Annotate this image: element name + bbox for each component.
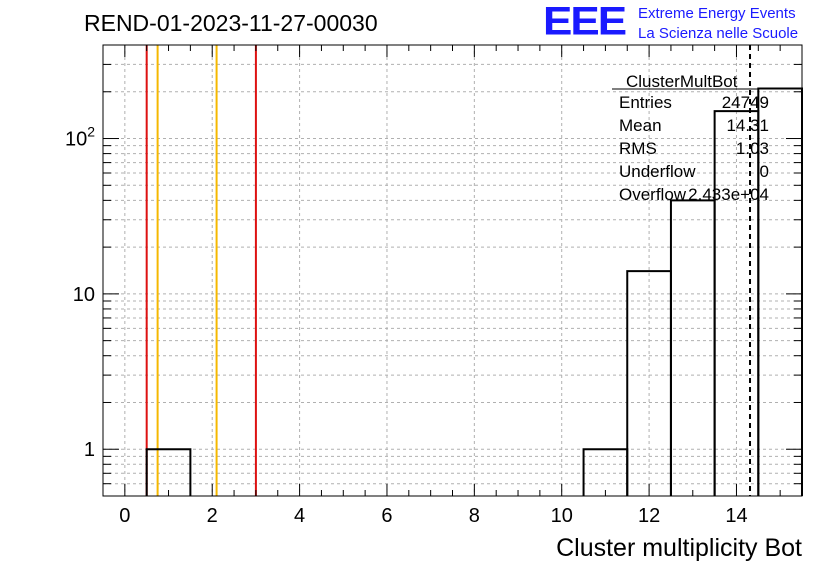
x-tick-label: 8 xyxy=(469,505,480,527)
histogram-bin xyxy=(145,448,192,496)
stats-label: Entries xyxy=(619,93,672,112)
stats-label: Underflow xyxy=(619,162,696,181)
stats-row-rms: RMS 1.03 xyxy=(619,139,769,161)
stats-row-underflow: Underflow 0 xyxy=(619,162,769,184)
axes: 0 2 4 6 8 10 12 14 1 10 102 xyxy=(65,44,803,527)
stats-label: RMS xyxy=(619,139,657,158)
chart-title: REND-01-2023-11-27-00030 xyxy=(84,10,378,36)
stats-label: Mean xyxy=(619,116,662,135)
x-tick-label: 4 xyxy=(294,505,305,527)
x-tick-label: 6 xyxy=(381,505,392,527)
stats-value: 1.03 xyxy=(735,139,769,158)
x-tick-label: 2 xyxy=(207,505,218,527)
x-tick-label: 0 xyxy=(119,505,130,527)
eee-logo: EEE xyxy=(543,0,627,44)
y-tick-label: 1 xyxy=(84,439,95,461)
y-tick-label: 102 xyxy=(65,124,95,151)
histogram-bin xyxy=(669,199,716,496)
stats-value: 14.31 xyxy=(726,116,769,135)
stats-row-overflow: Overflow 2.433e+04 xyxy=(619,185,769,207)
stats-box-title: ClusterMultBot xyxy=(626,72,738,91)
stats-row-mean: Mean 14.31 xyxy=(619,116,769,138)
stats-value: 2.433e+04 xyxy=(688,185,769,204)
x-tick-label: 12 xyxy=(638,505,660,527)
grid-layer xyxy=(103,44,802,497)
y-tick-label: 10 xyxy=(73,284,95,306)
stats-value: 0 xyxy=(759,162,769,181)
x-axis-label: Cluster multiplicity Bot xyxy=(556,534,802,562)
reference-lines xyxy=(145,45,752,496)
logo-caption-line2: La Scienza nelle Scuole xyxy=(638,25,799,42)
stats-value: 24749 xyxy=(721,93,769,112)
stats-row-entries: Entries 24749 xyxy=(619,93,769,115)
x-tick-label: 14 xyxy=(725,505,747,527)
x-tick-label: 10 xyxy=(551,505,573,527)
logo-caption-line1: Extreme Energy Events xyxy=(638,5,796,22)
stats-label: Overflow xyxy=(619,185,687,204)
logo-caption: Extreme Energy Events La Scienza nelle S… xyxy=(638,4,798,44)
